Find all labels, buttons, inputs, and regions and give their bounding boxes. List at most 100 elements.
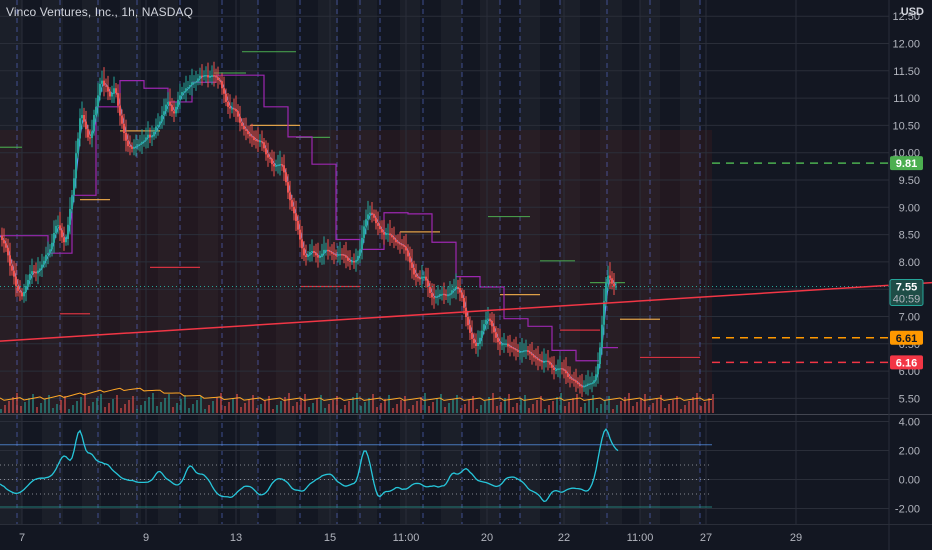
candle-body	[253, 136, 255, 141]
volume-bar	[524, 395, 526, 413]
candle-body	[413, 267, 415, 275]
candle-body	[299, 229, 301, 240]
volume-bar	[124, 404, 126, 413]
volume-bar	[200, 396, 202, 413]
red-level-label: 6.16	[896, 357, 917, 369]
volume-bar	[12, 397, 14, 413]
candle-body	[207, 75, 209, 78]
candle-body	[601, 324, 603, 348]
candle-body	[307, 255, 309, 257]
candle-body	[57, 225, 59, 227]
candle-body	[131, 146, 133, 149]
candle-body	[609, 275, 611, 279]
volume-bar	[580, 407, 582, 413]
candle-body	[223, 88, 225, 94]
volume-bar	[372, 394, 374, 413]
volume-bar	[676, 396, 678, 413]
volume-bar	[156, 406, 158, 413]
candle-body	[275, 165, 277, 167]
volume-bar	[440, 394, 442, 413]
candle-body	[43, 260, 45, 265]
candle-body	[441, 294, 443, 296]
volume-bar	[540, 396, 542, 413]
volume-bar	[576, 394, 578, 413]
y-tick-label: 8.00	[899, 257, 920, 269]
y-tick-label: 12.50	[892, 11, 920, 23]
volume-bar	[388, 395, 390, 413]
volume-bar	[604, 400, 606, 413]
candle-body	[137, 144, 139, 147]
candle-body	[97, 95, 99, 107]
candle-body	[143, 140, 145, 142]
candle-body	[169, 101, 171, 106]
candle-body	[303, 248, 305, 256]
candle-body	[75, 153, 77, 179]
volume-bar	[224, 406, 226, 413]
orange-level-label: 6.61	[896, 333, 917, 345]
candle-body	[327, 249, 329, 251]
trendline-group[interactable]	[0, 281, 932, 342]
volume-bar	[328, 404, 330, 413]
trendline[interactable]	[0, 281, 932, 342]
volume-bar	[364, 402, 366, 413]
candle-body	[425, 276, 427, 281]
volume-bar	[476, 409, 478, 413]
candle-body	[449, 293, 451, 296]
volume-bar	[84, 393, 86, 413]
candle-body	[493, 326, 495, 333]
y-tick-label: 10.50	[892, 120, 920, 132]
candle-body	[295, 213, 297, 221]
candle-body	[191, 82, 193, 85]
candle-body	[305, 255, 307, 257]
candle-body	[91, 131, 93, 138]
volume-bar	[44, 399, 46, 413]
chart-title: Vinco Ventures, Inc., 1h, NASDAQ	[6, 5, 194, 19]
volume-bar	[172, 407, 174, 413]
candle-body	[547, 360, 549, 362]
candle-body	[87, 129, 89, 138]
volume-bar	[412, 405, 414, 413]
candle-body	[89, 137, 91, 139]
candles	[1, 61, 617, 397]
volume-bar	[132, 396, 134, 413]
volume-bar	[332, 400, 334, 413]
candle-body	[319, 256, 321, 258]
candle-body	[65, 238, 67, 243]
candle-body	[505, 343, 507, 345]
y-tick-label: 8.50	[899, 230, 920, 242]
candle-body	[569, 377, 571, 379]
x-tick-label: 13	[230, 532, 242, 544]
candle-body	[469, 325, 471, 333]
x-tick-label: 15	[324, 532, 336, 544]
candle-body	[481, 330, 483, 338]
x-tick-label: 27	[700, 532, 712, 544]
candle-body	[291, 200, 293, 207]
volume-bars	[0, 387, 714, 413]
candle-body	[189, 84, 191, 88]
candle-body	[577, 382, 579, 385]
candle-body	[5, 243, 7, 248]
candle-body	[213, 75, 215, 77]
candle-body	[221, 81, 223, 89]
candle-body	[429, 287, 431, 294]
candle-body	[69, 208, 71, 225]
volume-bar	[684, 405, 686, 413]
volume-bar	[532, 404, 534, 413]
currency-button[interactable]: USD	[900, 6, 924, 18]
volume-bar	[68, 409, 70, 413]
volume-bar	[128, 400, 130, 413]
volume-bar	[104, 407, 106, 413]
candle-body	[471, 332, 473, 339]
volume-bar	[304, 394, 306, 413]
candle-body	[201, 75, 203, 77]
volume-bar	[300, 398, 302, 413]
volume-bar	[148, 397, 150, 413]
candle-body	[559, 368, 561, 370]
candle-body	[401, 244, 403, 246]
candle-body	[49, 249, 51, 254]
candle-body	[553, 367, 555, 371]
volume-bar	[500, 402, 502, 413]
candle-body	[261, 141, 263, 143]
candle-body	[183, 91, 185, 93]
